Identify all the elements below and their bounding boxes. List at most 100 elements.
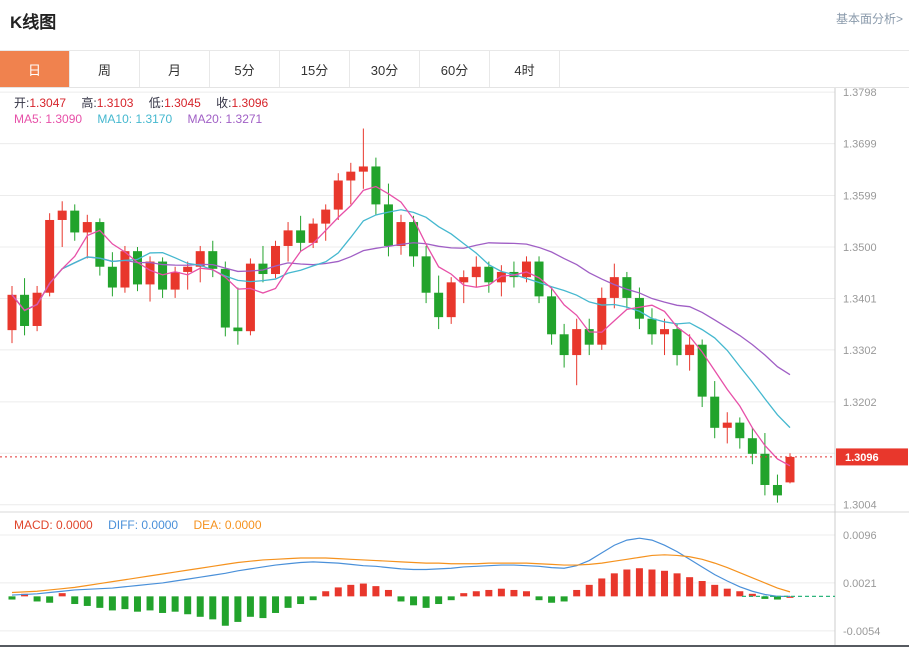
- macd-hist-bar: [272, 596, 280, 613]
- low-value: 1.3045: [164, 96, 201, 110]
- macd-hist-bar: [259, 596, 267, 619]
- candle-body: [597, 297, 607, 345]
- candle-body: [421, 256, 431, 293]
- y-axis-label: 1.3302: [843, 345, 877, 357]
- macd-hist-bar: [786, 596, 794, 598]
- candle-body: [785, 456, 795, 483]
- macd-axis-label: 0.0096: [843, 530, 877, 542]
- ma10-line: [11, 209, 791, 429]
- period-tab-3[interactable]: 月: [140, 51, 210, 87]
- macd-hist-bar: [46, 596, 54, 603]
- macd-hist-bar: [21, 593, 29, 597]
- macd-hist-bar: [510, 589, 518, 597]
- candle-body: [446, 282, 456, 318]
- candle-body: [220, 268, 230, 328]
- candle-body: [547, 296, 557, 335]
- dea-line: [11, 554, 791, 594]
- macd-hist-bar: [447, 596, 455, 601]
- current-price-value: 1.3096: [845, 452, 879, 464]
- macd-hist-bar: [560, 596, 568, 602]
- candle-body: [647, 318, 657, 335]
- macd-hist-bar: [610, 573, 618, 597]
- ohlc-legend: 开:1.3047 高:1.3103 低:1.3045 收:1.3096: [14, 94, 280, 111]
- candle-body: [132, 251, 142, 285]
- macd-hist-bar: [334, 587, 342, 597]
- candle-body: [233, 327, 243, 332]
- macd-hist-bar: [234, 596, 242, 622]
- macd-hist-bar: [460, 593, 468, 597]
- candle-body: [396, 222, 406, 246]
- ma5-line: [11, 185, 791, 467]
- open-label: 开:: [14, 96, 30, 110]
- ma5-value: 1.3090: [45, 112, 83, 126]
- candle-body: [634, 297, 644, 319]
- candle-body: [170, 271, 180, 290]
- current-price-badge: [836, 448, 908, 466]
- macd-hist-bar: [673, 573, 681, 597]
- macd-hist-bar: [773, 596, 781, 600]
- macd-hist-bar: [686, 577, 694, 597]
- period-tab-6[interactable]: 30分: [350, 51, 420, 87]
- high-label: 高:: [81, 96, 97, 110]
- y-axis-label: 1.3202: [843, 397, 877, 409]
- macd-value: 0.0000: [56, 518, 93, 532]
- ma20-value: 1.3271: [225, 112, 263, 126]
- macd-hist-bar: [736, 591, 744, 597]
- fundamental-analysis-link[interactable]: 基本面分析>: [835, 12, 903, 26]
- macd-hist-bar: [83, 596, 91, 606]
- page-title: K线图: [10, 13, 57, 32]
- ma-legend: MA5: 1.3090 MA10: 1.3170 MA20: 1.3271: [14, 112, 274, 126]
- macd-hist-bar: [384, 589, 392, 597]
- macd-hist-bar: [96, 596, 104, 608]
- candle-body: [559, 334, 569, 356]
- macd-hist-bar: [535, 596, 543, 601]
- candle-body: [722, 422, 732, 428]
- period-tab-1[interactable]: 日: [0, 51, 70, 87]
- kline-chart-canvas[interactable]: 1.3798 1.3699 1.3599 1.3500 1.3401 1.3302 1.32…: [0, 88, 909, 645]
- macd-hist-bar: [322, 591, 330, 597]
- period-tab-4[interactable]: 5分: [210, 51, 280, 87]
- macd-hist-bar: [309, 596, 317, 601]
- candle-body: [660, 329, 670, 335]
- candle-body: [534, 261, 544, 297]
- candle-body: [57, 210, 67, 220]
- candle-body: [672, 329, 682, 356]
- candle-body: [584, 329, 594, 345]
- macd-hist-bar: [159, 596, 167, 613]
- ma20-line: [11, 242, 791, 376]
- macd-hist-bar: [573, 589, 581, 597]
- macd-hist-bar: [648, 569, 656, 597]
- macd-hist-bar: [58, 593, 66, 597]
- macd-hist-bar: [623, 569, 631, 597]
- candle-body: [183, 266, 193, 272]
- candle-body: [772, 484, 782, 496]
- period-tab-5[interactable]: 15分: [280, 51, 350, 87]
- period-tab-8[interactable]: 4时: [490, 51, 560, 87]
- macd-hist-bar: [184, 596, 192, 615]
- macd-hist-bar: [71, 596, 79, 605]
- candle-body: [735, 422, 745, 439]
- candle-body: [70, 210, 80, 233]
- candle-body: [760, 453, 770, 485]
- macd-hist-bar: [359, 583, 367, 597]
- candle-body: [710, 396, 720, 428]
- candle-body: [45, 219, 55, 293]
- y-axis-label: 1.3004: [843, 500, 877, 512]
- macd-axis-label: -0.0054: [843, 626, 880, 638]
- candle-body: [32, 292, 42, 326]
- candle-body: [271, 245, 281, 275]
- close-label: 收:: [216, 96, 232, 110]
- macd-hist-bar: [635, 568, 643, 597]
- diff-value: 0.0000: [141, 518, 179, 532]
- candle-body: [283, 230, 293, 246]
- candle-body: [685, 344, 695, 356]
- macd-hist-bar: [698, 581, 706, 597]
- macd-hist-bar: [33, 596, 41, 602]
- macd-hist-bar: [209, 596, 217, 620]
- candle-body: [95, 222, 105, 267]
- macd-hist-bar: [585, 584, 593, 597]
- period-tab-2[interactable]: 周: [70, 51, 140, 87]
- period-tab-7[interactable]: 60分: [420, 51, 490, 87]
- candle-body: [434, 292, 444, 318]
- candle-body: [484, 266, 494, 283]
